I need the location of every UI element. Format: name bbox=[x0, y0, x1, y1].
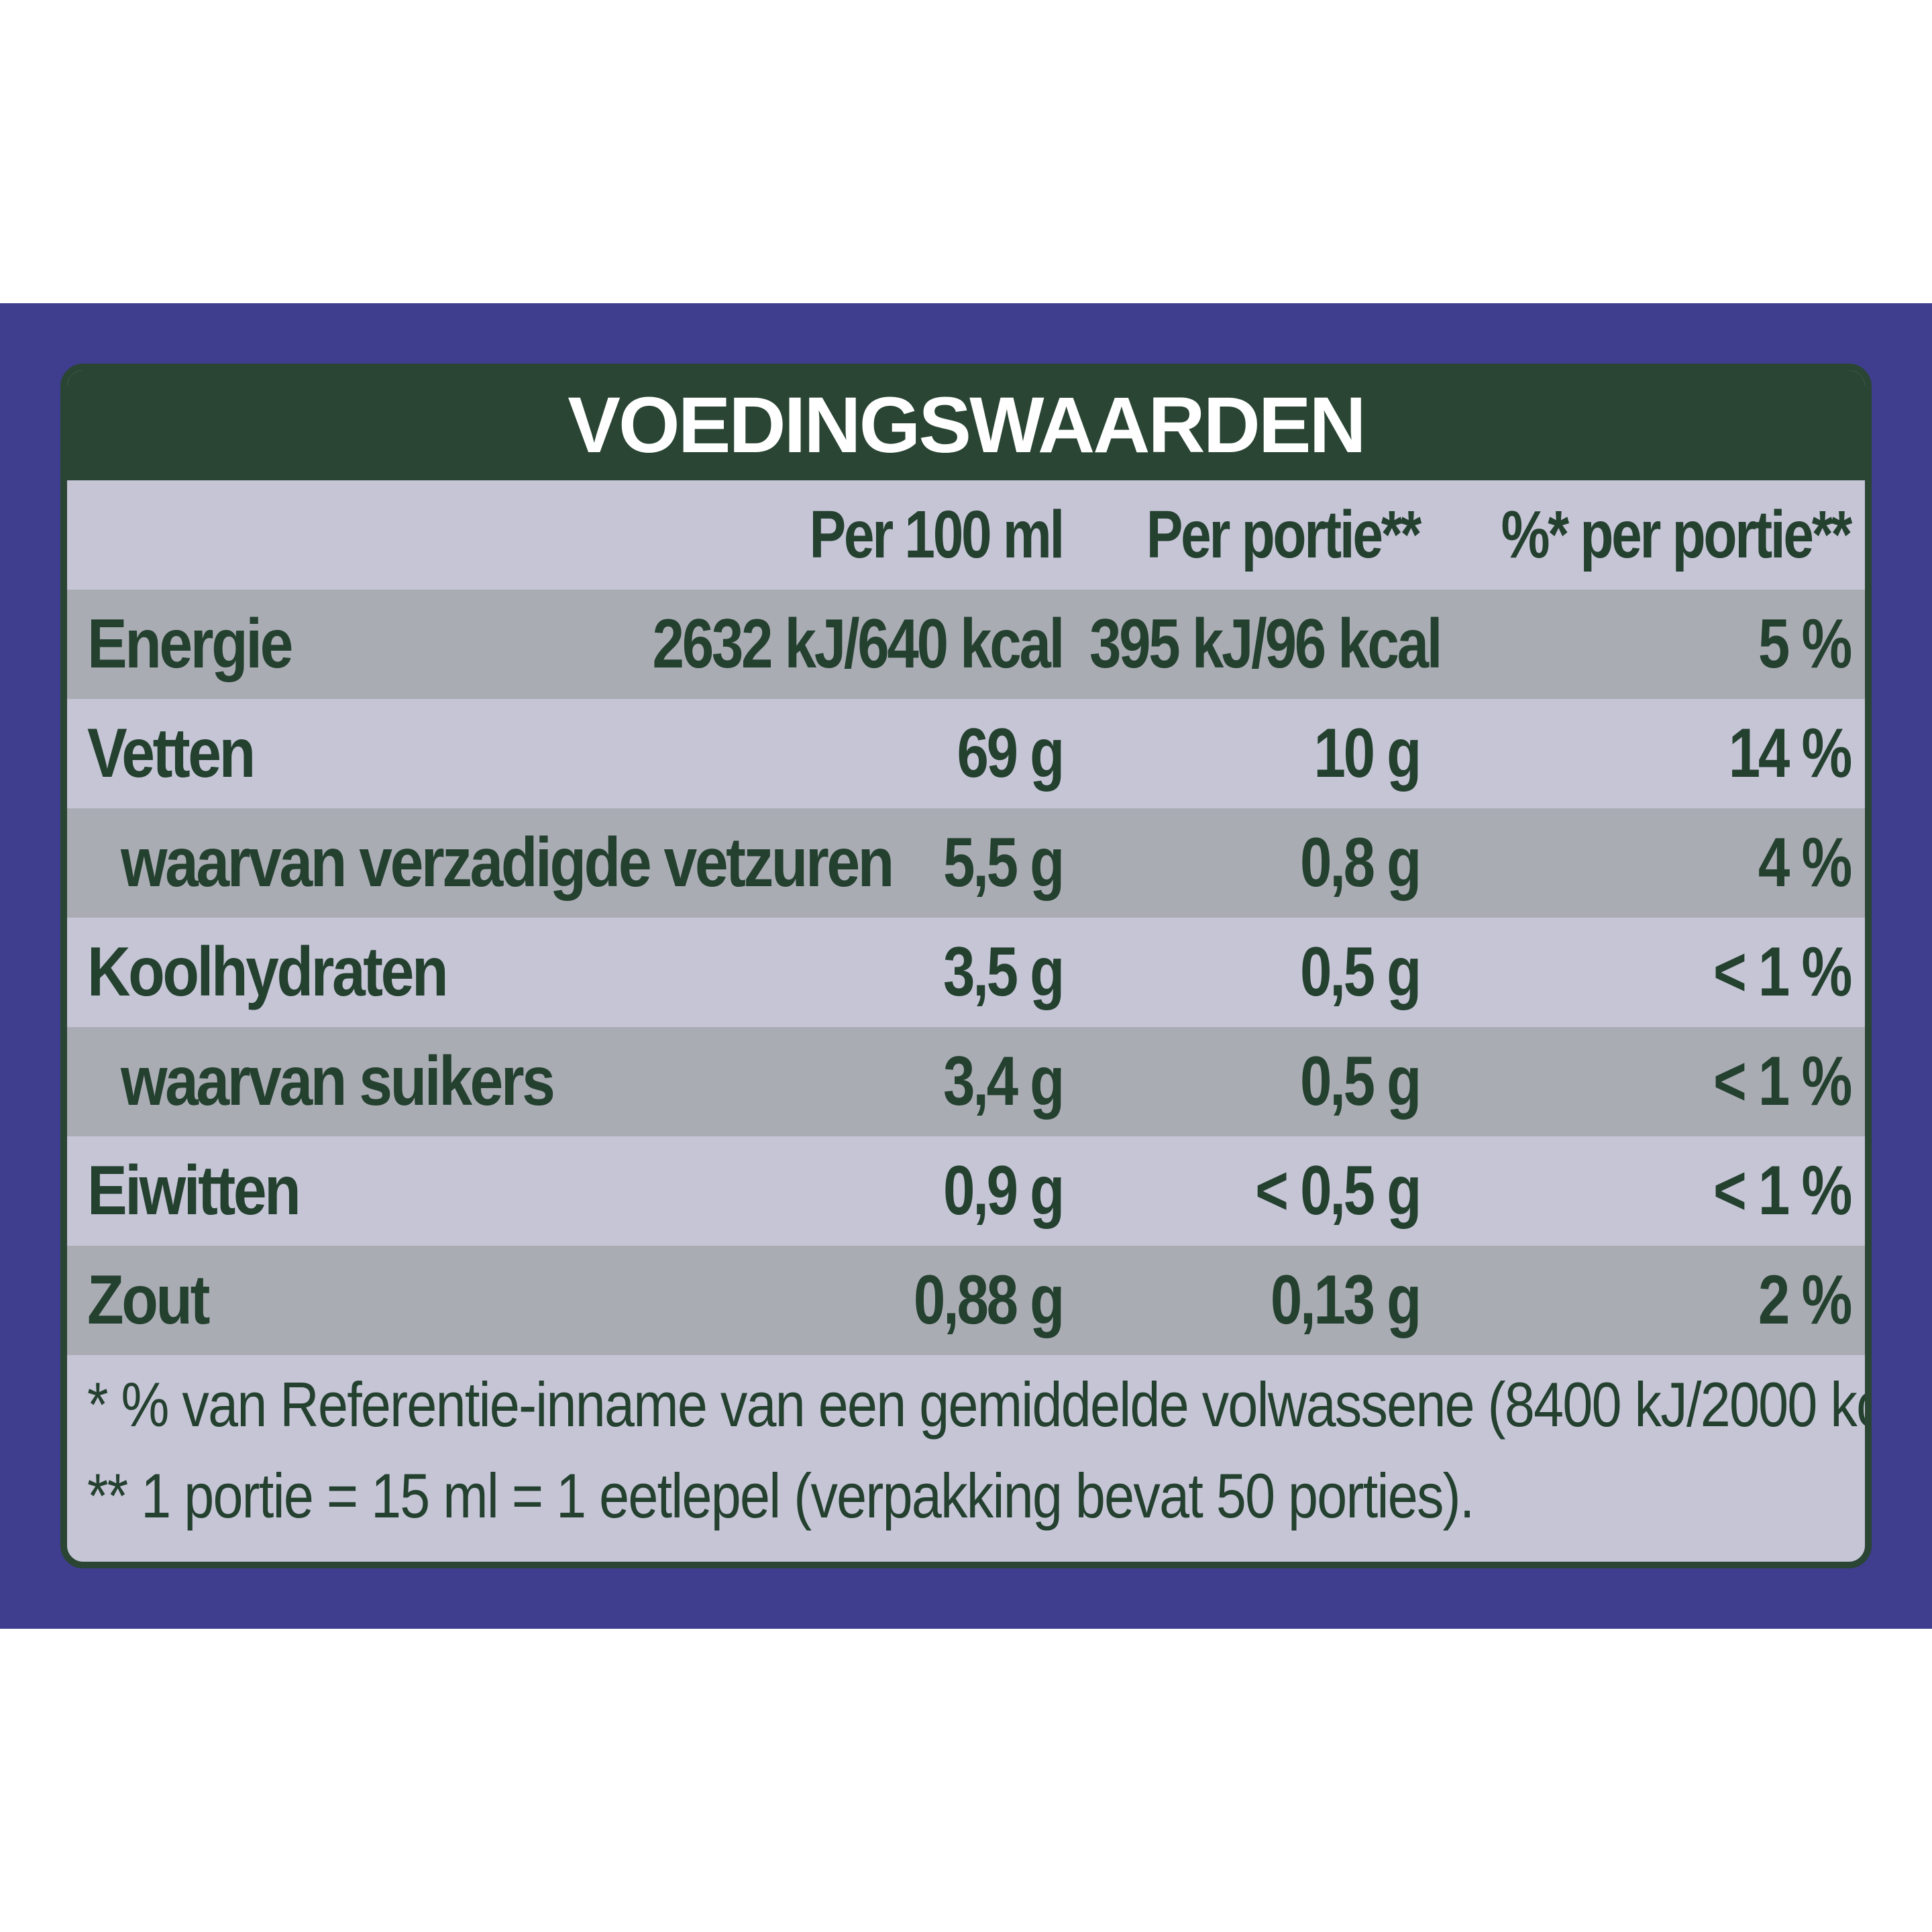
header-per-portie: Per portie** bbox=[1146, 497, 1422, 572]
row-label: Koolhydraten bbox=[87, 933, 449, 1011]
table-row: waarvan suikers 3,4 g 0,5 g < 1 % bbox=[67, 1027, 1865, 1136]
value-per-100ml: 0,88 g bbox=[913, 1261, 1065, 1339]
value-per-100ml: 2632 kJ/640 kcal bbox=[652, 605, 1065, 683]
value-pct: 4 % bbox=[1758, 824, 1852, 902]
row-label: Energie bbox=[87, 605, 293, 683]
value-pct: < 1 % bbox=[1713, 933, 1852, 1011]
value-pct: 2 % bbox=[1758, 1261, 1852, 1339]
nutrition-title: VOEDINGSWAARDEN bbox=[67, 370, 1865, 480]
row-label: waarvan verzadigde vetzuren bbox=[121, 824, 894, 902]
value-per-portie: 0,8 g bbox=[1300, 824, 1421, 902]
table-row: Vetten 69 g 10 g 14 % bbox=[67, 699, 1865, 808]
value-per-portie: 395 kJ/96 kcal bbox=[1089, 605, 1442, 683]
header-row: Per 100 ml Per portie** %* per portie** bbox=[67, 480, 1865, 590]
value-per-portie: 10 g bbox=[1313, 714, 1421, 792]
table-row: Koolhydraten 3,5 g 0,5 g < 1 % bbox=[67, 918, 1865, 1027]
nutrition-panel: VOEDINGSWAARDEN Per 100 ml Per portie** … bbox=[60, 364, 1872, 1568]
row-label: Zout bbox=[87, 1261, 210, 1339]
value-per-portie: 0,13 g bbox=[1270, 1261, 1421, 1339]
value-per-100ml: 3,4 g bbox=[943, 1042, 1065, 1120]
table-row: waarvan verzadigde vetzuren 5,5 g 0,8 g … bbox=[67, 808, 1865, 918]
value-per-portie: 0,5 g bbox=[1300, 933, 1421, 1011]
value-per-portie: 0,5 g bbox=[1300, 1042, 1421, 1120]
header-per-100ml: Per 100 ml bbox=[809, 497, 1065, 572]
row-label: waarvan suikers bbox=[121, 1042, 555, 1120]
value-pct: < 1 % bbox=[1713, 1152, 1852, 1230]
value-per-100ml: 5,5 g bbox=[943, 824, 1065, 902]
row-label: Eiwitten bbox=[87, 1152, 301, 1230]
value-pct: 5 % bbox=[1758, 605, 1852, 683]
row-label: Vetten bbox=[87, 714, 256, 792]
footnotes: * % van Referentie-inname van een gemidd… bbox=[87, 1359, 1872, 1542]
header-pct-per-portie: %* per portie** bbox=[1501, 497, 1853, 572]
value-per-portie: < 0,5 g bbox=[1255, 1152, 1421, 1230]
value-pct: < 1 % bbox=[1713, 1042, 1852, 1120]
value-per-100ml: 69 g bbox=[957, 714, 1065, 792]
table-row: Energie 2632 kJ/640 kcal 395 kJ/96 kcal … bbox=[67, 590, 1865, 699]
table-row: Zout 0,88 g 0,13 g 2 % bbox=[67, 1246, 1865, 1355]
table-row: Eiwitten 0,9 g < 0,5 g < 1 % bbox=[67, 1136, 1865, 1246]
value-per-100ml: 0,9 g bbox=[943, 1152, 1065, 1230]
value-pct: 14 % bbox=[1728, 714, 1853, 792]
footnote-portion-size: ** 1 portie = 15 ml = 1 eetlepel (verpak… bbox=[87, 1460, 1474, 1531]
footnote-reference-intake: * % van Referentie-inname van een gemidd… bbox=[87, 1369, 1872, 1440]
value-per-100ml: 3,5 g bbox=[943, 933, 1065, 1011]
